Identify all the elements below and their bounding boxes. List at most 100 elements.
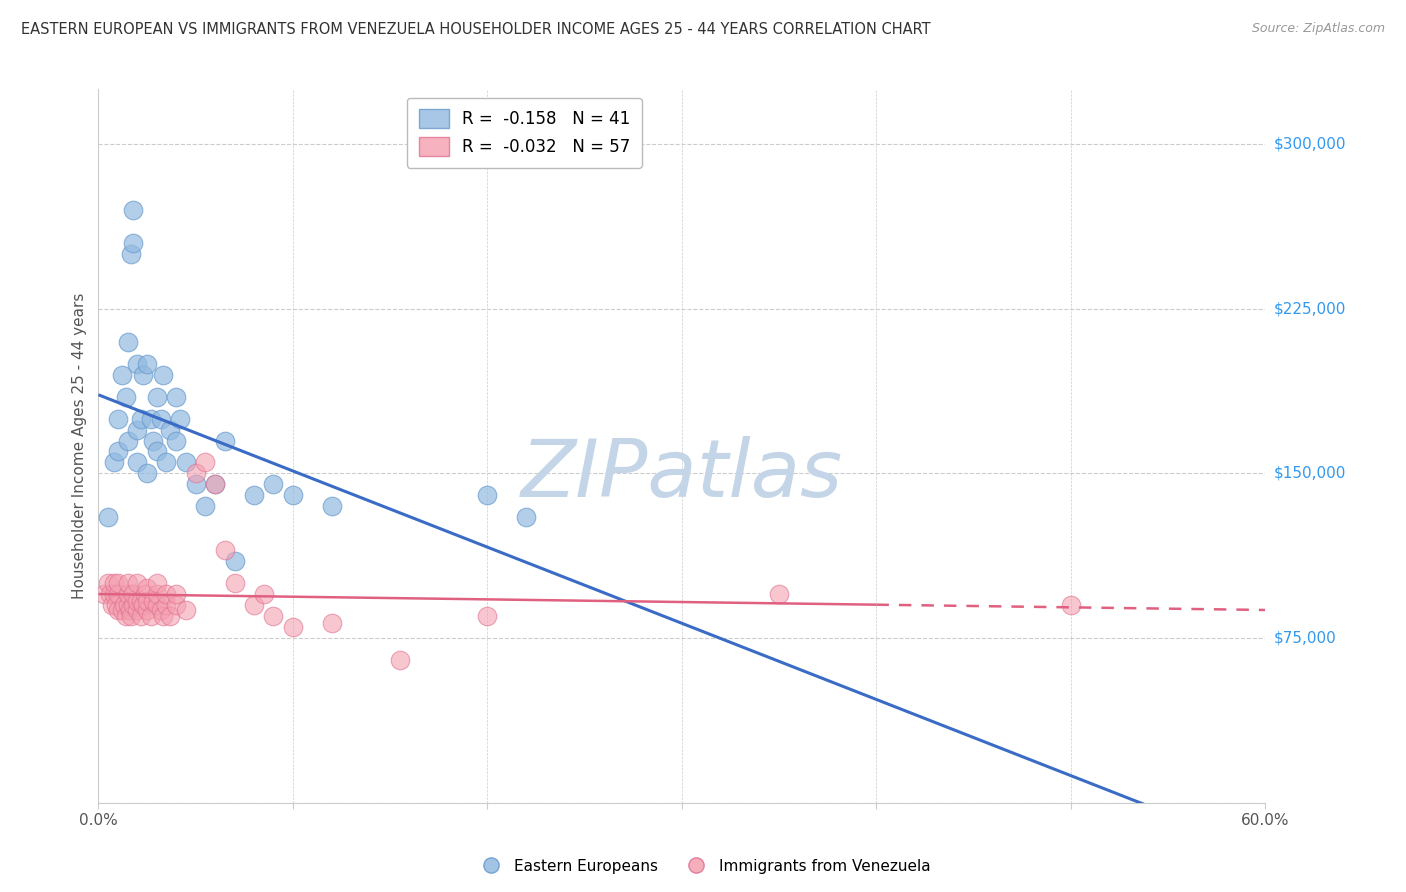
Point — [146, 390, 169, 404]
Point — [136, 467, 159, 481]
Point — [243, 488, 266, 502]
Point — [388, 653, 411, 667]
Point — [1060, 598, 1083, 612]
Point — [136, 594, 159, 608]
Point — [129, 411, 152, 425]
Point — [103, 455, 125, 469]
Point — [146, 598, 169, 612]
Point — [214, 543, 236, 558]
Point — [155, 455, 177, 469]
Point — [768, 587, 790, 601]
Point — [117, 576, 139, 591]
Point — [111, 368, 134, 382]
Point — [111, 602, 134, 616]
Point — [112, 598, 135, 612]
Point — [127, 455, 149, 469]
Point — [117, 587, 139, 601]
Point — [134, 587, 156, 601]
Point — [107, 587, 129, 601]
Point — [118, 602, 141, 616]
Y-axis label: Householder Income Ages 25 - 44 years: Householder Income Ages 25 - 44 years — [72, 293, 87, 599]
Point — [114, 390, 136, 404]
Point — [477, 488, 499, 502]
Point — [281, 488, 304, 502]
Point — [174, 602, 197, 616]
Point — [104, 598, 127, 612]
Text: $300,000: $300,000 — [1274, 136, 1346, 152]
Point — [155, 598, 177, 612]
Point — [107, 602, 129, 616]
Point — [103, 576, 125, 591]
Point — [169, 411, 191, 425]
Text: EASTERN EUROPEAN VS IMMIGRANTS FROM VENEZUELA HOUSEHOLDER INCOME AGES 25 - 44 YE: EASTERN EUROPEAN VS IMMIGRANTS FROM VENE… — [21, 22, 931, 37]
Point — [107, 411, 129, 425]
Point — [165, 434, 187, 448]
Point — [184, 477, 207, 491]
Legend: R =  -0.158   N = 41, R =  -0.032   N = 57: R = -0.158 N = 41, R = -0.032 N = 57 — [406, 97, 641, 168]
Point — [159, 423, 181, 437]
Point — [184, 467, 207, 481]
Text: $150,000: $150,000 — [1274, 466, 1346, 481]
Point — [132, 598, 155, 612]
Text: $75,000: $75,000 — [1274, 631, 1337, 646]
Point — [129, 609, 152, 624]
Point — [122, 598, 145, 612]
Point — [165, 390, 187, 404]
Point — [152, 368, 174, 382]
Point — [204, 477, 226, 491]
Point — [107, 444, 129, 458]
Point — [117, 598, 139, 612]
Point — [132, 368, 155, 382]
Point — [129, 594, 152, 608]
Point — [477, 609, 499, 624]
Point — [136, 581, 159, 595]
Point — [107, 576, 129, 591]
Point — [98, 587, 121, 601]
Point — [127, 594, 149, 608]
Point — [117, 334, 139, 349]
Point — [165, 587, 187, 601]
Point — [149, 602, 172, 616]
Point — [194, 500, 217, 514]
Point — [127, 357, 149, 371]
Point — [214, 434, 236, 448]
Point — [146, 576, 169, 591]
Point — [122, 587, 145, 601]
Point — [152, 609, 174, 624]
Point — [97, 510, 120, 524]
Point — [101, 598, 124, 612]
Point — [122, 202, 145, 217]
Point — [159, 609, 181, 624]
Point — [149, 411, 172, 425]
Point — [253, 587, 276, 601]
Point — [204, 477, 226, 491]
Point — [262, 609, 284, 624]
Text: $225,000: $225,000 — [1274, 301, 1346, 317]
Point — [174, 455, 197, 469]
Point — [136, 602, 159, 616]
Point — [127, 576, 149, 591]
Point — [97, 576, 120, 591]
Point — [117, 434, 139, 448]
Point — [321, 615, 343, 630]
Point — [122, 235, 145, 250]
Point — [121, 247, 143, 261]
Point — [146, 444, 169, 458]
Point — [155, 587, 177, 601]
Point — [127, 423, 149, 437]
Point — [243, 598, 266, 612]
Point — [127, 602, 149, 616]
Point — [121, 609, 143, 624]
Point — [139, 411, 162, 425]
Point — [142, 434, 165, 448]
Point — [515, 510, 537, 524]
Legend: Eastern Europeans, Immigrants from Venezuela: Eastern Europeans, Immigrants from Venez… — [470, 853, 936, 880]
Point — [224, 576, 246, 591]
Point — [103, 587, 125, 601]
Point — [165, 598, 187, 612]
Point — [136, 357, 159, 371]
Point — [146, 587, 169, 601]
Point — [93, 587, 115, 601]
Point — [142, 594, 165, 608]
Point — [114, 609, 136, 624]
